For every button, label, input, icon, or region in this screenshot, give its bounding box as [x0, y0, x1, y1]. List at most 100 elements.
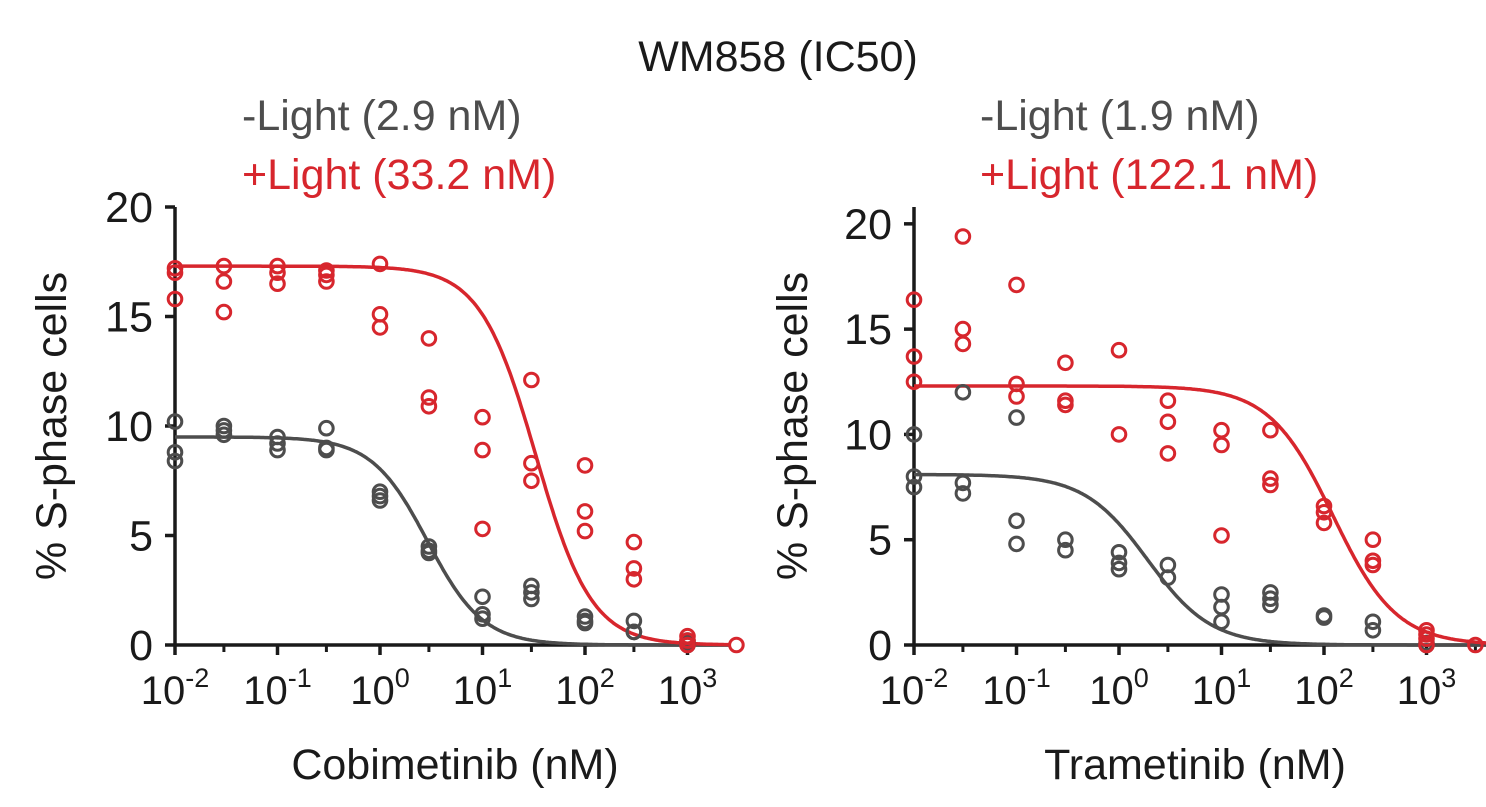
data-point-plus-light [371, 306, 389, 323]
data-point-plus-light [1262, 476, 1279, 494]
data-point-minus-light [420, 544, 438, 562]
y-tick-label: 0 [868, 622, 892, 670]
data-point-minus-light [166, 444, 184, 461]
plot-area: 0 5 10 15 20 10-2 10-1 100 101 102 103 [105, 184, 745, 713]
data-point-minus-light [1057, 531, 1074, 549]
data-point-plus-light [1262, 421, 1279, 439]
data-point-plus-light [166, 264, 184, 282]
data-point-minus-light [1110, 544, 1128, 561]
data-point-plus-light [1467, 636, 1484, 654]
y-tick-label: 0 [129, 622, 153, 670]
data-point-minus-light [269, 435, 286, 452]
data-point-minus-light [1008, 409, 1025, 426]
data-point-plus-light [954, 335, 972, 353]
data-point-minus-light [474, 588, 491, 606]
data-point-plus-light [474, 408, 491, 426]
data-point-minus-light [954, 485, 972, 502]
data-point-minus-light [1262, 596, 1279, 614]
fit-curve-plus-light [914, 384, 1486, 645]
figure-title: WM858 (IC50) [638, 33, 918, 81]
data-point-plus-light [1418, 630, 1435, 648]
data-point-plus-light [1364, 556, 1382, 574]
panel-trametinib: -Light (1.9 nM) +Light (122.1 nM) Tramet… [769, 92, 1486, 789]
data-point-plus-light [523, 472, 540, 490]
x-axis-label: Trametinib (nM) [1044, 741, 1346, 789]
x-tick-label: 100 [1089, 663, 1149, 713]
data-point-minus-light [166, 452, 184, 470]
data-point-plus-light [679, 636, 696, 654]
y-tick-label: 5 [129, 513, 153, 561]
data-point-plus-light [215, 257, 233, 275]
data-point-minus-light [1262, 590, 1279, 608]
data-point-plus-light [1418, 636, 1435, 654]
data-point-plus-light [728, 636, 745, 654]
legend-dark-label: -Light (1.9 nM) [980, 92, 1260, 140]
data-point-plus-light [215, 303, 233, 321]
x-axis-label: Cobimetinib (nM) [291, 741, 618, 789]
data-point-minus-light [1315, 609, 1333, 626]
data-point-minus-light [1057, 541, 1074, 559]
data-point-plus-light [474, 441, 491, 459]
x-tick-label: 10-1 [243, 663, 312, 713]
data-point-plus-light [1213, 436, 1230, 454]
x-tick-label: 103 [1397, 663, 1457, 713]
data-point-plus-light [1159, 413, 1177, 431]
fit-curve-minus-light [175, 435, 729, 647]
x-tick-label: 100 [350, 663, 410, 713]
data-point-plus-light [523, 454, 540, 472]
y-tick-label: 10 [105, 403, 153, 451]
data-point-minus-light [954, 384, 972, 401]
data-point-plus-light [371, 255, 389, 273]
data-point-minus-light [625, 623, 643, 641]
data-point-plus-light [576, 503, 594, 520]
plot-area: 0 5 10 15 20 10-2 10-1 100 101 102 103 [844, 201, 1486, 713]
y-tick-label: 5 [868, 517, 892, 565]
data-point-plus-light [1364, 531, 1382, 549]
y-axis-label: % S-phase cells [28, 272, 76, 580]
data-point-plus-light [1315, 504, 1333, 521]
data-point-minus-light [625, 612, 643, 630]
data-point-minus-light [371, 492, 389, 509]
x-tick-label: 101 [1192, 663, 1252, 713]
fit-curve-plus-light [175, 264, 729, 647]
data-point-plus-light [1262, 470, 1279, 487]
data-point-plus-light [420, 398, 438, 415]
data-point-plus-light [318, 273, 335, 290]
x-tick-label: 10-1 [982, 663, 1051, 713]
y-tick-label: 15 [844, 306, 892, 354]
data-point-plus-light [1057, 354, 1074, 372]
data-point-minus-light [318, 441, 335, 459]
data-point-minus-light [905, 468, 923, 485]
data-point-plus-light [474, 520, 491, 538]
data-point-minus-light [1008, 512, 1025, 530]
data-point-plus-light [905, 348, 923, 365]
x-tick-label: 10-2 [141, 663, 210, 713]
data-point-plus-light [625, 571, 643, 588]
data-point-plus-light [420, 330, 438, 347]
x-tick-label: 102 [1294, 663, 1354, 713]
data-point-minus-light [1364, 613, 1382, 631]
panel-cobimetinib: -Light (2.9 nM) +Light (33.2 nM) Cobimet… [28, 92, 745, 789]
data-point-minus-light [576, 614, 594, 632]
legend-light-label: +Light (33.2 nM) [242, 151, 556, 199]
data-point-plus-light [954, 320, 972, 338]
data-point-plus-light [318, 266, 335, 284]
data-point-plus-light [371, 319, 389, 336]
data-point-plus-light [905, 373, 923, 391]
y-tick-label: 20 [844, 201, 892, 249]
legend-light-label: +Light (122.1 nM) [980, 151, 1318, 199]
data-point-plus-light [576, 522, 594, 540]
data-point-plus-light [1315, 514, 1333, 532]
data-point-plus-light [166, 290, 184, 308]
data-point-minus-light [1110, 554, 1128, 572]
data-point-minus-light [523, 584, 540, 601]
data-point-minus-light [1159, 569, 1177, 586]
data-point-plus-light [625, 533, 643, 551]
data-point-plus-light [576, 457, 594, 474]
data-point-plus-light [523, 371, 540, 389]
data-point-minus-light [905, 426, 923, 443]
data-point-minus-light [474, 610, 491, 628]
data-point-minus-light [905, 478, 923, 496]
data-point-minus-light [318, 419, 335, 437]
